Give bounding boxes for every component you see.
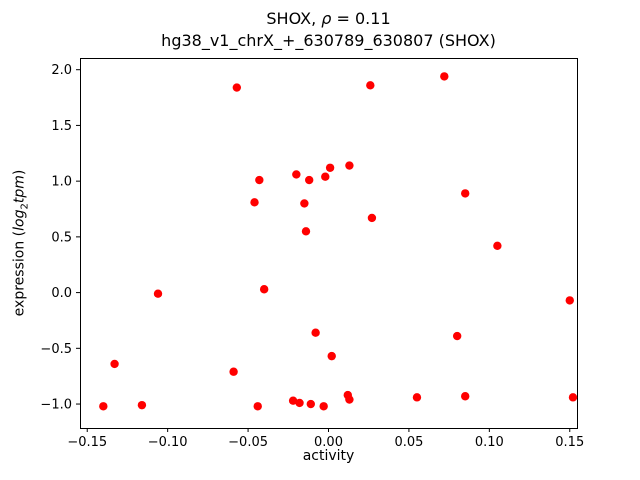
x-tick-label: −0.05 <box>228 435 268 450</box>
scatter-point <box>367 213 377 223</box>
scatter-point <box>255 175 264 185</box>
scatter-point <box>461 189 470 198</box>
scatter-point <box>292 170 301 179</box>
scatter-point <box>304 175 314 185</box>
scatter-point <box>253 402 262 411</box>
scatter-point <box>99 402 108 411</box>
scatter-point <box>325 163 335 172</box>
scatter-point <box>153 289 163 298</box>
y-axis-label-prefix: expression ( <box>11 230 28 317</box>
scatter-point <box>288 396 298 405</box>
scatter-point <box>232 83 242 92</box>
y-axis-label: expression (log2tpm) <box>12 170 31 317</box>
y-axis-label-log: log <box>11 209 28 231</box>
y-tick-label: 0.5 <box>51 230 72 245</box>
scatter-point <box>452 331 462 341</box>
chart-title: SHOX, ρ = 0.11 <box>80 8 577 30</box>
scatter-point <box>565 296 574 305</box>
x-tick-label: −0.10 <box>148 435 188 450</box>
scatter-point <box>311 328 320 337</box>
scatter-point <box>250 198 259 207</box>
scatter-point <box>137 400 147 410</box>
y-tick-label: −0.5 <box>40 342 72 357</box>
scatter-point <box>295 398 304 408</box>
y-axis-label-tpm: tpm <box>11 175 28 204</box>
plot-frame <box>80 58 578 429</box>
y-tick-label: −1.0 <box>40 398 72 413</box>
scatter-point <box>412 393 422 402</box>
chart-subtitle: hg38_v1_chrX_+_630789_630807 (SHOX) <box>161 31 496 50</box>
x-axis-label: activity <box>302 448 355 464</box>
scatter-point <box>493 241 502 250</box>
y-tick-label: 1.0 <box>51 175 72 190</box>
x-tick-label: 0.10 <box>475 435 504 450</box>
scatter-point <box>306 399 316 409</box>
scatter-point <box>461 392 470 401</box>
chart-title-prefix: SHOX, <box>266 9 322 28</box>
scatter-point <box>366 81 375 90</box>
y-tick-label: 2.0 <box>51 63 72 78</box>
scatter-point <box>319 402 328 411</box>
chart-title-suffix: = 0.11 <box>331 9 391 28</box>
x-tick-label: 0.00 <box>314 435 343 450</box>
x-tick-label: 0.05 <box>394 435 423 450</box>
chart-title-block: SHOX, ρ = 0.11 hg38_v1_chrX_+_630789_630… <box>80 8 577 52</box>
scatter-point <box>440 72 449 81</box>
y-axis-label-subscript: 2 <box>19 203 31 210</box>
scatter-point <box>300 199 309 208</box>
rho-symbol: ρ <box>321 9 332 28</box>
scatter-point <box>110 359 119 369</box>
y-tick-label: 0.0 <box>51 286 72 301</box>
scatter-point <box>327 351 336 361</box>
x-tick-label: −0.15 <box>67 435 107 450</box>
scatter-point <box>259 285 269 294</box>
scatter-point <box>229 367 238 376</box>
y-axis-label-suffix: ) <box>11 169 28 176</box>
scatter-point <box>345 395 354 404</box>
y-tick-label: 1.5 <box>51 119 72 134</box>
x-tick-label: 0.15 <box>555 435 584 450</box>
scatter-point <box>321 172 330 181</box>
scatter-point <box>345 161 354 170</box>
scatter-point <box>301 227 311 236</box>
scatter-point <box>568 393 578 402</box>
